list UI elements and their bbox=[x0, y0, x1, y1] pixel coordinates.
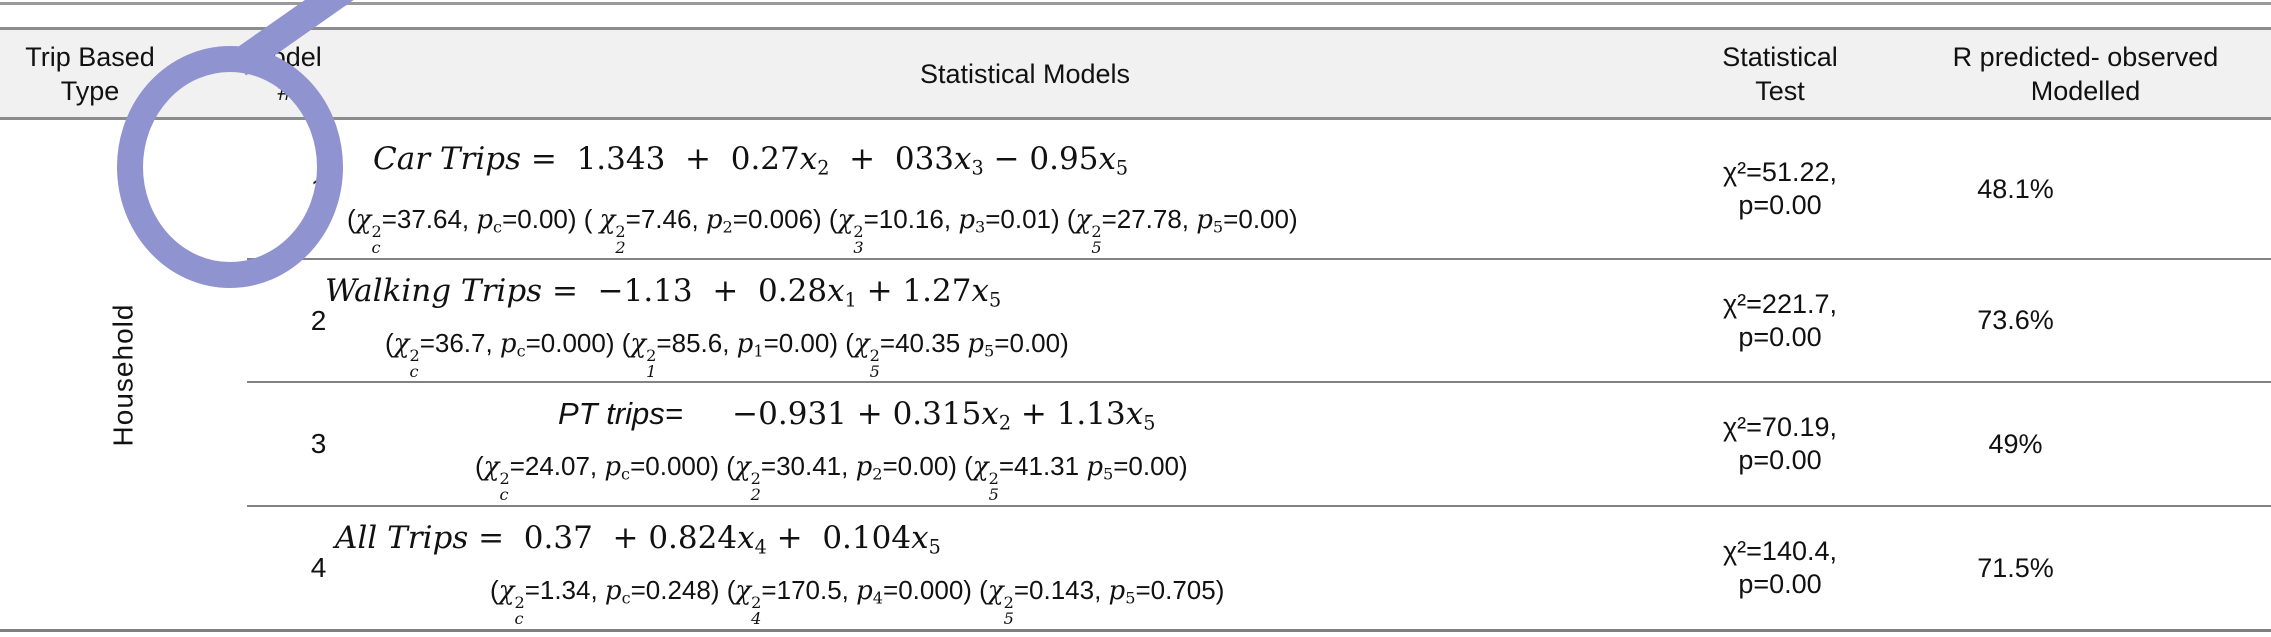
header-model-number: Model # bbox=[180, 40, 390, 108]
header-model-line1: Model bbox=[248, 41, 322, 72]
statistical-test-cell: χ²=70.19, p=0.00 bbox=[1660, 383, 1900, 505]
trip-type-group-cell: Household bbox=[0, 120, 247, 629]
table-row: 2 Walking Trips = −1.13 + 0.28x1 + 1.27x… bbox=[247, 258, 2271, 381]
test-chi-value: χ²=221.7, bbox=[1723, 288, 1837, 319]
model-chi-square-details: (χ 2 c =37.64, pc=0.00) ( χ 2 2 =7.46, p2=0.00… bbox=[347, 204, 1298, 257]
statistical-model-cell: All Trips = 0.37 + 0.824x4 + 0.104x5 (χ 2… bbox=[335, 507, 1660, 629]
model-equation: Walking Trips = −1.13 + 0.28x1 + 1.27x5 bbox=[325, 273, 1002, 312]
model-chi-square-details: (χ 2 c =1.34, pc=0.248) (χ 2 4 =170.5, p4=0.00… bbox=[490, 575, 1225, 628]
table-body: Household 1 Car Trips = 1.343 + 0.27x2 +… bbox=[0, 120, 2271, 629]
r-value-cell: 71.5% bbox=[1977, 552, 2054, 583]
table-row: 1 Car Trips = 1.343 + 0.27x2 + 033x3 − 0… bbox=[247, 120, 2271, 258]
model-number: 3 bbox=[310, 428, 327, 459]
statistical-test-cell: χ²=140.4, p=0.00 bbox=[1660, 507, 1900, 629]
model-rows: 1 Car Trips = 1.343 + 0.27x2 + 033x3 − 0… bbox=[247, 120, 2271, 629]
test-p-value: p=0.00 bbox=[1738, 569, 1822, 599]
r-value-cell: 73.6% bbox=[1977, 305, 2054, 335]
bottom-rule bbox=[0, 629, 2271, 632]
model-equation: PT trips= −0.931 + 0.315x2 + 1.13x5 bbox=[558, 396, 1156, 435]
test-chi-value: χ²=140.4, bbox=[1723, 536, 1837, 566]
header-r-line1: R predicted- observed bbox=[1952, 41, 2219, 72]
table-row: 3 PT trips= −0.931 + 0.315x2 + 1.13x5 (χ… bbox=[247, 381, 2271, 505]
statistical-model-cell: Car Trips = 1.343 + 0.27x2 + 033x3 − 0.9… bbox=[347, 120, 1660, 258]
model-number: 2 bbox=[310, 304, 327, 336]
model-equation: All Trips = 0.37 + 0.824x4 + 0.104x5 bbox=[335, 520, 941, 559]
table-row: 4 All Trips = 0.37 + 0.824x4 + 0.104x5 (… bbox=[247, 505, 2271, 629]
statistical-model-cell: Walking Trips = −1.13 + 0.28x1 + 1.27x5 … bbox=[325, 260, 1660, 381]
header-trip-based-type: Trip Based Type bbox=[0, 40, 180, 108]
top-rule bbox=[0, 2, 2271, 5]
group-label-household: Household bbox=[107, 303, 139, 446]
test-chi-value: χ²=70.19, bbox=[1723, 412, 1837, 442]
test-chi-value: χ²=51.22, bbox=[1723, 157, 1837, 187]
header-test-line1: Statistical bbox=[1722, 41, 1838, 72]
header-model-line2: # bbox=[277, 75, 293, 106]
model-equation: Car Trips = 1.343 + 0.27x2 + 033x3 − 0.9… bbox=[373, 141, 1129, 180]
statistical-test-cell: χ²=221.7, p=0.00 bbox=[1660, 260, 1900, 381]
table-header-row: Trip Based Type Model # Statistical Mode… bbox=[0, 27, 2271, 120]
model-chi-square-details: (χ 2 c =24.07, pc=0.000) (χ 2 2 =30.41, p2=0.0… bbox=[475, 451, 1188, 504]
header-statistical-test: Statistical Test bbox=[1660, 40, 1900, 108]
test-p-value: p=0.00 bbox=[1738, 445, 1822, 475]
test-p-value: p=0.00 bbox=[1738, 321, 1822, 352]
model-number: 4 bbox=[310, 552, 327, 583]
header-statistical-models: Statistical Models bbox=[919, 58, 1131, 89]
test-p-value: p=0.00 bbox=[1738, 190, 1822, 220]
statistical-test-cell: χ²=51.22, p=0.00 bbox=[1660, 120, 1900, 258]
header-trip-based-type-line2: Type bbox=[60, 75, 120, 106]
header-test-line2: Test bbox=[1755, 75, 1805, 106]
r-value-cell: 48.1% bbox=[1977, 173, 2054, 204]
model-chi-square-details: (χ 2 c =36.7, pc=0.000) (χ 2 1 =85.6, p1=0.00)… bbox=[385, 328, 1069, 381]
r-value-cell: 49% bbox=[1988, 428, 2043, 459]
statistical-model-cell: PT trips= −0.931 + 0.315x2 + 1.13x5 (χ 2 c… bbox=[390, 383, 1660, 505]
header-r-line2: Modelled bbox=[2030, 75, 2141, 106]
header-r-predicted-observed: R predicted- observed Modelled bbox=[1900, 40, 2271, 108]
header-trip-based-type-line1: Trip Based bbox=[25, 41, 155, 72]
